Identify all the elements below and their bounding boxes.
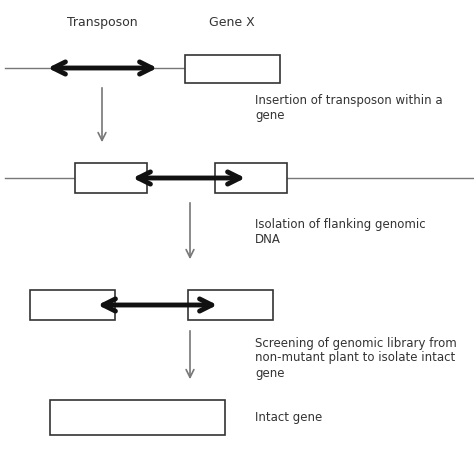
Bar <box>75 163 147 193</box>
Text: Isolation of flanking genomic
DNA: Isolation of flanking genomic DNA <box>255 218 426 246</box>
Bar <box>215 163 287 193</box>
Bar <box>50 400 225 435</box>
Bar <box>185 55 280 83</box>
Text: Transposon: Transposon <box>67 16 137 28</box>
Bar <box>30 290 115 320</box>
Text: Insertion of transposon within a
gene: Insertion of transposon within a gene <box>255 94 443 122</box>
Text: Intact gene: Intact gene <box>255 410 322 423</box>
Bar <box>188 290 273 320</box>
Text: Gene X: Gene X <box>209 16 255 28</box>
Text: Screening of genomic library from
non-mutant plant to isolate intact
gene: Screening of genomic library from non-mu… <box>255 337 457 380</box>
